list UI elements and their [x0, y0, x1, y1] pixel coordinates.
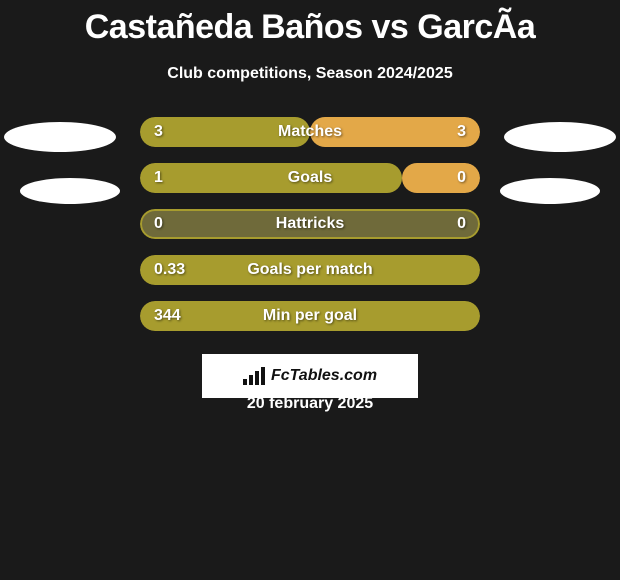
stat-label: Hattricks — [276, 215, 344, 233]
stat-value-right: 0 — [457, 215, 466, 233]
stat-value-left: 0.33 — [154, 261, 185, 279]
stat-value-left: 344 — [154, 307, 181, 325]
source-badge-text: FcTables.com — [271, 367, 377, 385]
avatar-placeholder-right-1 — [504, 122, 616, 152]
stat-label: Goals per match — [247, 261, 372, 279]
bar-text: 0.33 Goals per match — [140, 255, 480, 285]
stat-row-min-per-goal: 344 Min per goal — [140, 301, 480, 331]
subtitle: Club competitions, Season 2024/2025 — [0, 65, 620, 83]
source-badge: FcTables.com — [202, 354, 418, 398]
stat-value-left: 3 — [154, 123, 163, 141]
stat-row-matches: 3 Matches 3 — [140, 117, 480, 147]
avatar-placeholder-left-1 — [4, 122, 116, 152]
bar-text: 1 Goals 0 — [140, 163, 480, 193]
stat-bars: 3 Matches 3 1 Goals 0 0 Hattricks 0 0.33… — [140, 117, 480, 331]
stat-label: Goals — [288, 169, 332, 187]
stat-row-hattricks: 0 Hattricks 0 — [140, 209, 480, 239]
stat-value-left: 0 — [154, 215, 163, 233]
avatar-placeholder-right-2 — [500, 178, 600, 204]
stat-value-right: 3 — [457, 123, 466, 141]
bars-icon — [243, 367, 265, 385]
stat-label: Min per goal — [263, 307, 357, 325]
stat-value-right: 0 — [457, 169, 466, 187]
avatar-placeholder-left-2 — [20, 178, 120, 204]
stat-row-goals: 1 Goals 0 — [140, 163, 480, 193]
bar-text: 344 Min per goal — [140, 301, 480, 331]
stat-label: Matches — [278, 123, 342, 141]
stat-row-goals-per-match: 0.33 Goals per match — [140, 255, 480, 285]
bar-text: 0 Hattricks 0 — [140, 209, 480, 239]
page-title: Castañeda Baños vs GarcÃ­a — [0, 0, 620, 47]
bar-text: 3 Matches 3 — [140, 117, 480, 147]
stat-value-left: 1 — [154, 169, 163, 187]
